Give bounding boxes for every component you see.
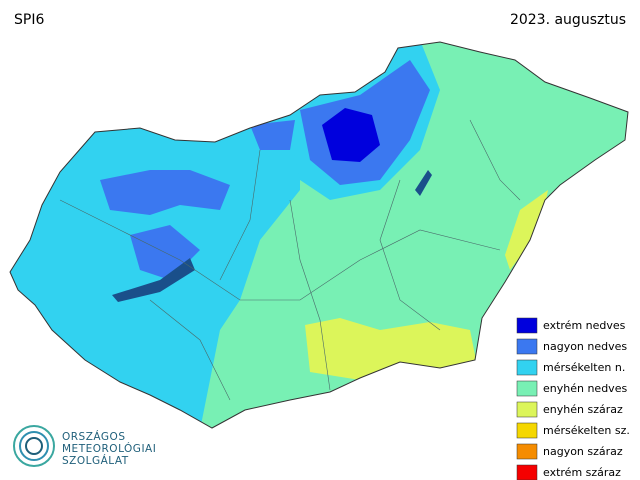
legend: extrém nedves nagyon nedves mérsékelten n.… [516,317,630,480]
legend-swatch [516,380,538,397]
legend-label: extrém száraz [543,466,621,479]
legend-swatch [516,401,538,418]
legend-label: enyhén száraz [543,403,623,416]
legend-label: mérsékelten n. [543,361,625,374]
logo-line: METEOROLÓGIAI [62,442,156,455]
legend-swatch [516,422,538,439]
legend-label: nagyon száraz [543,445,623,458]
period-title: 2023. augusztus [510,12,626,28]
legend-swatch [516,338,538,355]
logo-line: SZOLGÁLAT [62,454,129,467]
index-title: SPI6 [14,12,44,28]
legend-swatch [516,359,538,376]
legend-swatch [516,317,538,334]
legend-label: nagyon nedves [543,340,627,353]
legend-swatch [516,443,538,460]
legend-label: extrém nedves [543,319,626,332]
legend-label: mérsékelten sz. [543,424,630,437]
logo: ORSZÁGOS METEOROLÓGIAI SZOLGÁLAT [13,425,156,467]
country-border [9,41,629,429]
legend-label: enyhén nedves [543,382,627,395]
logo-line: ORSZÁGOS [62,430,125,443]
legend-swatch [516,464,538,480]
